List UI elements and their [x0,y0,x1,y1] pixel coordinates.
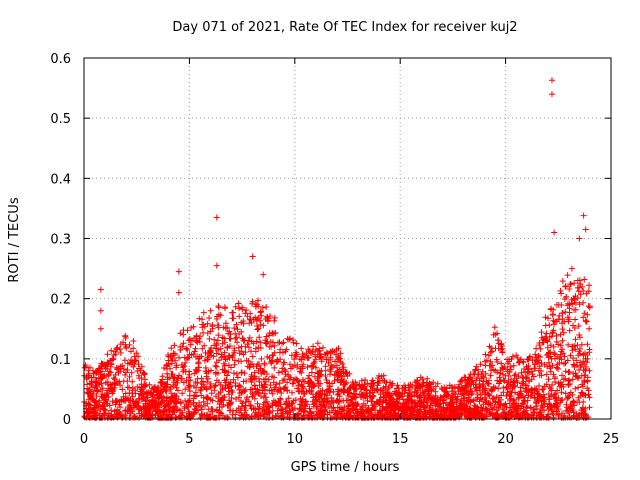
data-point-outlier [97,325,104,332]
y-tick-label: 0.6 [50,52,71,67]
y-tick-label: 0.2 [50,293,71,308]
x-tick-label: 5 [185,432,193,447]
data-point-cloud [81,265,593,421]
x-tick-label: 0 [80,432,88,447]
data-point-outlier [175,289,182,296]
axis-ticks: 0 5 10 15 20 25 0 0.1 0.2 0.3 0.4 0.5 0.6 [50,52,619,447]
data-point-outlier [582,226,589,233]
data-point-outlier [576,235,583,242]
data-point-outlier [175,268,182,275]
data-point-outlier [260,271,267,278]
y-tick-label: 0 [63,413,71,428]
data-point-outlier [249,253,256,260]
y-tick-label: 0.4 [50,172,71,187]
y-tick-label: 0.3 [50,233,71,248]
y-tick-label: 0.5 [50,112,71,127]
plot-frame [83,57,612,420]
y-tick-label: 0.1 [50,353,71,368]
data-point-outlier [97,286,104,293]
x-tick-label: 25 [603,432,620,447]
data-point-outlier [580,212,587,219]
x-tick-label: 10 [287,432,304,447]
data-points [81,77,593,421]
x-tick-label: 20 [497,432,514,447]
data-point-outlier [551,229,558,236]
data-point-outlier [548,77,555,84]
data-point-outlier [213,262,220,269]
data-point-outlier [548,91,555,98]
data-point-outlier [97,307,104,314]
grid-lines [84,58,611,419]
data-point-outlier [213,214,220,221]
chart-title: Day 071 of 2021, Rate Of TEC Index for r… [172,20,517,35]
y-axis-label: ROTI / TECUs [7,197,22,282]
x-axis-label: GPS time / hours [291,460,400,475]
x-tick-label: 15 [392,432,409,447]
